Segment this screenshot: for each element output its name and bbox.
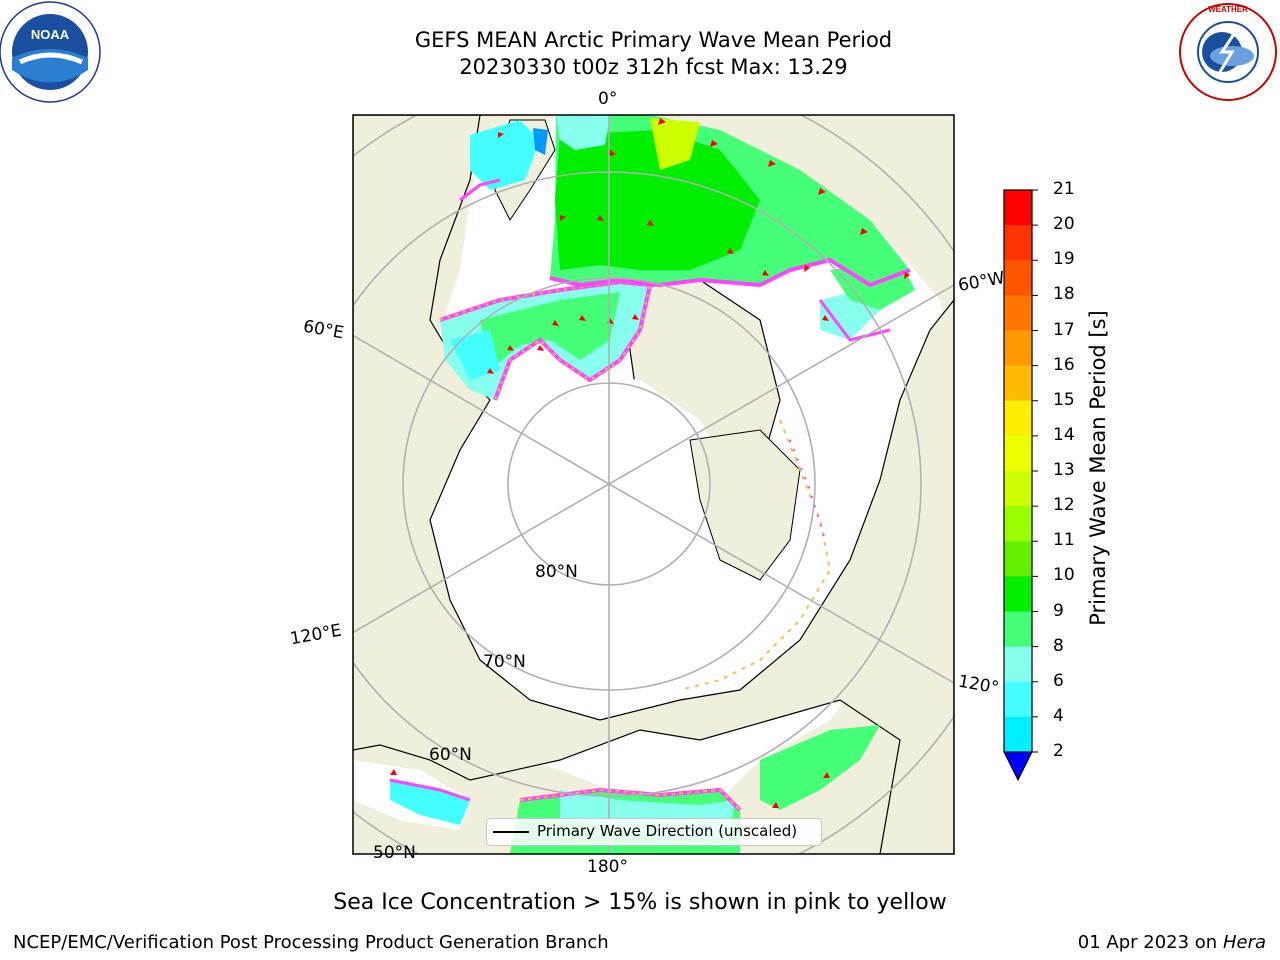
colorbar-tick-label: 16 xyxy=(1053,354,1075,375)
graticule xyxy=(353,115,954,854)
colorbar-segment xyxy=(1004,190,1032,226)
legend-line-icon xyxy=(493,831,529,833)
noaa-logo: NOAA xyxy=(0,1,101,103)
colorbar-tick-label: 19 xyxy=(1053,249,1075,270)
legend-label: Primary Wave Direction (unscaled) xyxy=(537,822,798,840)
colorbar-segment xyxy=(1004,225,1032,261)
map-subtitle: 20230330 t00z 312h fcst Max: 13.29 xyxy=(459,55,848,79)
colorbar-segment xyxy=(1004,646,1032,683)
colorbar-segment xyxy=(1004,260,1032,296)
map-border xyxy=(352,114,955,855)
colorbar-segment xyxy=(1004,681,1032,718)
colorbar-tick-label: 6 xyxy=(1053,670,1064,691)
svg-text:NOAA: NOAA xyxy=(31,27,70,42)
colorbar-segment xyxy=(1004,365,1032,402)
polar-map xyxy=(353,115,954,854)
lat-label-60: 60°N xyxy=(429,745,472,765)
colorbar-tick-label: 12 xyxy=(1053,495,1075,516)
nws-logo: WEATHER xyxy=(1179,3,1277,101)
colorbar-tick-label: 21 xyxy=(1053,179,1075,199)
colorbar-segment xyxy=(1004,506,1032,542)
colorbar-tick-label: 8 xyxy=(1053,635,1064,656)
footer-date-text: 01 Apr 2023 on xyxy=(1077,932,1218,953)
lat-label-80: 80°N xyxy=(535,562,578,582)
colorbar-segment xyxy=(1004,330,1032,367)
lat-label-70: 70°N xyxy=(483,652,526,672)
colorbar-tick-label: 17 xyxy=(1053,319,1075,340)
lon-label-0: 0° xyxy=(598,89,618,109)
footer-credit: NCEP/EMC/Verification Post Processing Pr… xyxy=(13,932,609,953)
colorbar-segment xyxy=(1004,611,1032,648)
colorbar-title: Primary Wave Mean Period [s] xyxy=(1086,310,1110,626)
svg-text:WEATHER: WEATHER xyxy=(1208,5,1248,14)
colorbar-tick-label: 11 xyxy=(1053,530,1075,551)
colorbar-tick-label: 4 xyxy=(1053,705,1064,726)
colorbar-segment xyxy=(1004,541,1032,577)
colorbar-segment xyxy=(1004,716,1032,753)
colorbar-segment xyxy=(1004,471,1032,507)
colorbar-tick-label: 14 xyxy=(1053,424,1075,445)
colorbar-segment xyxy=(1004,295,1032,331)
colorbar-tick-label: 10 xyxy=(1053,565,1075,586)
lon-label-180: 180° xyxy=(587,857,628,877)
colorbar xyxy=(1003,189,1038,782)
colorbar-tick-label: 18 xyxy=(1053,284,1075,305)
map-legend: Primary Wave Direction (unscaled) xyxy=(486,818,822,846)
colorbar-tick-label: 9 xyxy=(1053,600,1064,621)
colorbar-segment xyxy=(1004,435,1032,472)
colorbar-tick-label: 13 xyxy=(1053,460,1075,480)
map-title: GEFS MEAN Arctic Primary Wave Mean Perio… xyxy=(414,28,893,52)
colorbar-tick-label: 15 xyxy=(1053,389,1075,410)
colorbar-extend-triangle xyxy=(1003,751,1033,782)
caption: Sea Ice Concentration > 15% is shown in … xyxy=(333,890,947,915)
footer-machine: Hera xyxy=(1222,932,1266,953)
wave-direction-arrows xyxy=(390,118,910,808)
colorbar-tick-label: 2 xyxy=(1053,741,1064,761)
colorbar-tick-label: 20 xyxy=(1053,214,1075,235)
lat-label-50: 50°N xyxy=(373,843,416,863)
colorbar-segment xyxy=(1004,400,1032,437)
footer-date: 01 Apr 2023 on Hera xyxy=(1078,932,1266,953)
colorbar-segment xyxy=(1004,576,1032,612)
